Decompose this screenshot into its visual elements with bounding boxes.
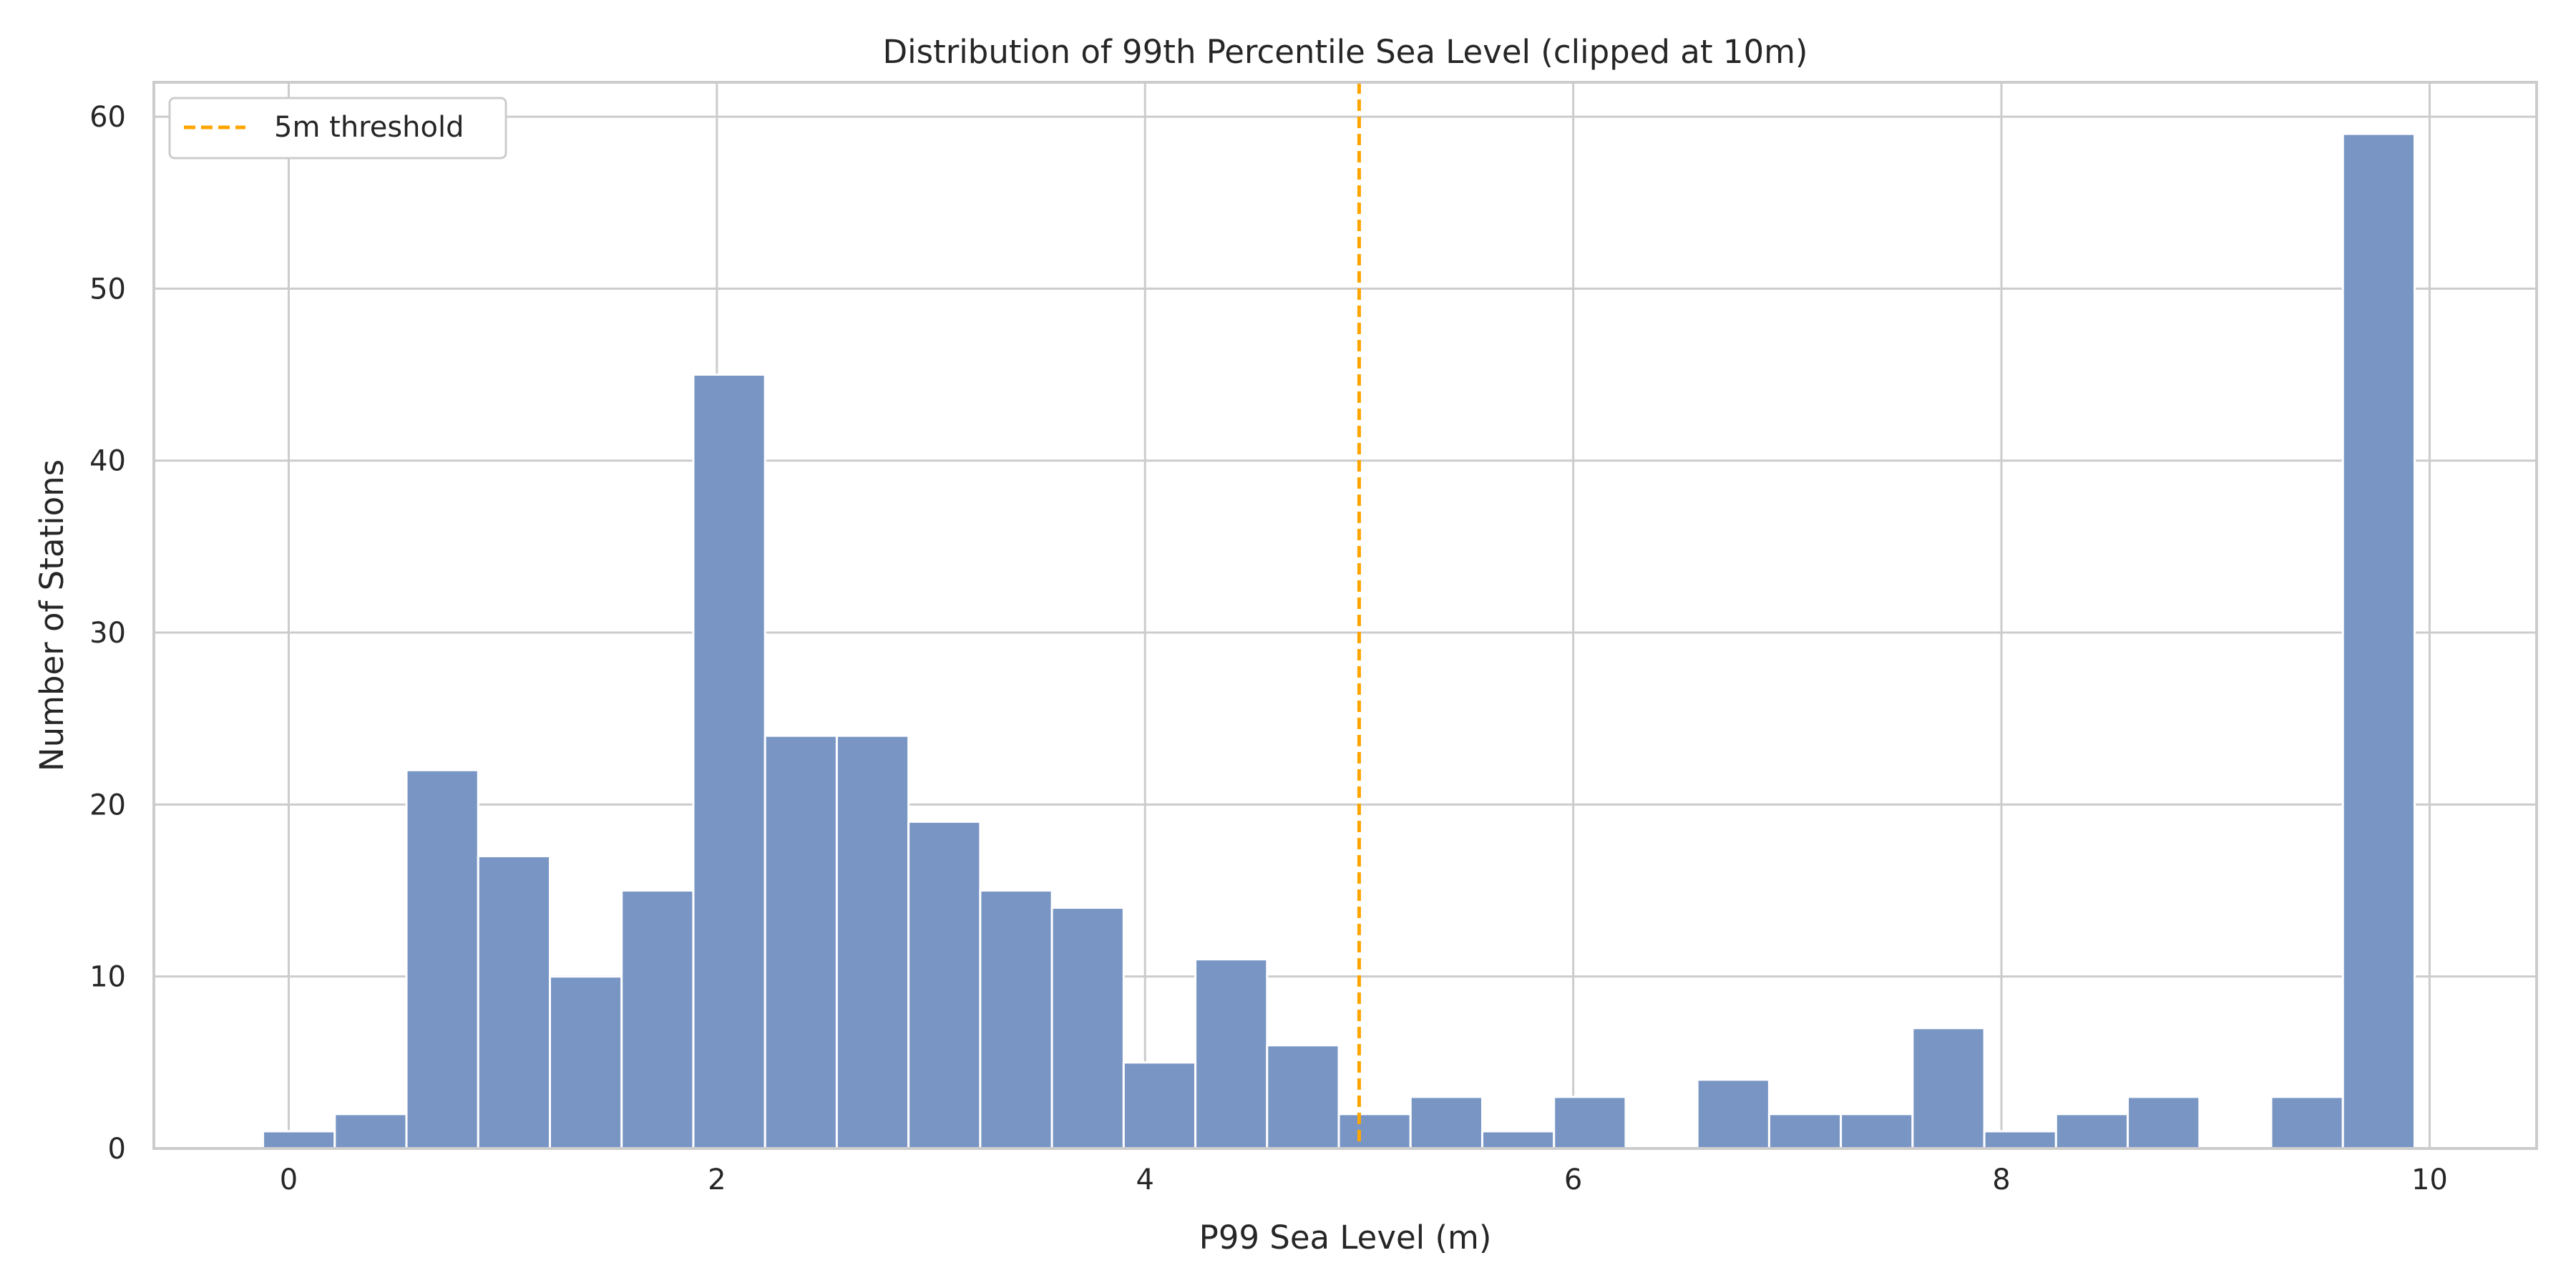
legend-threshold-label: 5m threshold (274, 111, 464, 144)
y-tick-label: 10 (89, 961, 126, 994)
histogram-bar (763, 734, 838, 1150)
histogram-bar (979, 889, 1053, 1150)
y-tick-label: 60 (89, 101, 126, 134)
histogram-bar (333, 1113, 408, 1150)
x-tick-label: 2 (708, 1163, 726, 1196)
histogram-bar (1194, 958, 1269, 1150)
histogram-bar (1122, 1061, 1197, 1150)
x-tick-label: 6 (1564, 1163, 1582, 1196)
histogram-bar (692, 374, 766, 1150)
histogram-bar (477, 854, 552, 1150)
histogram-bar (1983, 1130, 2057, 1150)
x-tick-label: 4 (1136, 1163, 1154, 1196)
ticks-layer: 0 2 4 6 8 10 0 10 20 30 40 50 60 (89, 101, 2448, 1196)
histogram-bar (1911, 1027, 1986, 1150)
legend: 5m threshold (168, 97, 507, 160)
y-tick-label: 30 (89, 617, 126, 650)
histogram-bar (1480, 1130, 1556, 1150)
histogram-bar (907, 820, 982, 1150)
bars-layer (262, 132, 2416, 1150)
x-axis-label: P99 Sea Level (m) (1199, 1219, 1492, 1257)
histogram-bar (2341, 132, 2416, 1150)
histogram-bar (1553, 1096, 1627, 1150)
histogram-bar (405, 769, 479, 1150)
histogram-bar (549, 975, 623, 1150)
histogram-bar (1337, 1113, 1412, 1150)
plot-frame (152, 81, 2538, 1150)
histogram-bar (1409, 1096, 1483, 1150)
chart-title: Distribution of 99th Percentile Sea Leve… (883, 33, 1808, 71)
y-tick-label: 50 (89, 273, 126, 306)
histogram-bar (2127, 1096, 2201, 1150)
y-tick-label: 0 (108, 1133, 126, 1166)
y-axis-label: Number of Stations (33, 459, 71, 771)
y-tick-label: 40 (89, 445, 126, 478)
x-tick-label: 8 (1992, 1163, 2010, 1196)
histogram-bar (2270, 1096, 2344, 1150)
histogram-bar (1266, 1044, 1340, 1150)
histogram-bar (620, 889, 695, 1150)
histogram-bar (1696, 1078, 1770, 1150)
histogram-bar (262, 1130, 336, 1150)
histogram-bar (1840, 1113, 1914, 1150)
histogram-bar (835, 734, 910, 1150)
histogram-bar (1767, 1113, 1843, 1150)
x-tick-label: 0 (280, 1163, 298, 1196)
legend-box (168, 97, 507, 160)
histogram-bar (2054, 1113, 2129, 1150)
y-tick-label: 20 (89, 789, 126, 821)
x-tick-label: 10 (2411, 1163, 2448, 1196)
histogram-bar (1050, 907, 1125, 1150)
